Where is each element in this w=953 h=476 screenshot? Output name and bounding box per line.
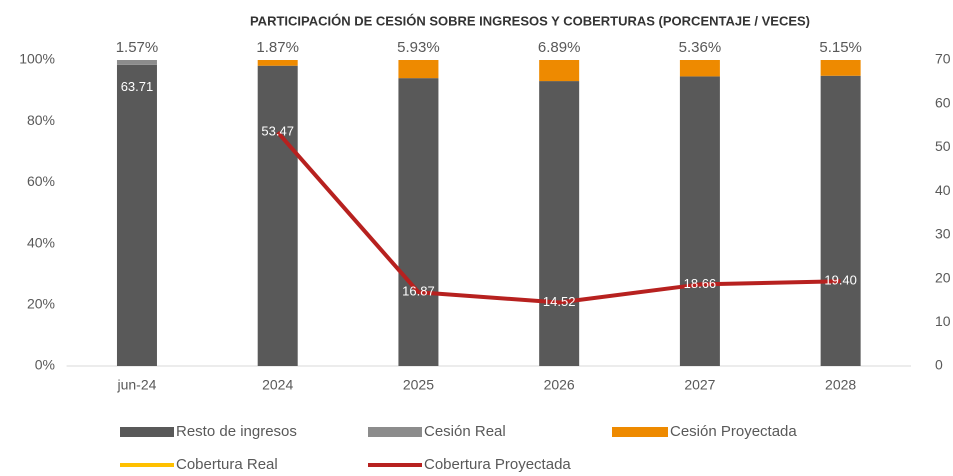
y2-tick-label: 20 — [935, 269, 951, 285]
y2-tick-label: 70 — [935, 51, 951, 67]
bar — [679, 76, 720, 366]
legend-label: Cesión Real — [424, 423, 506, 440]
y-tick-label: 80% — [27, 112, 55, 128]
bar — [257, 60, 298, 66]
y2-tick-label: 0 — [935, 357, 943, 373]
x-tick-label: 2024 — [262, 377, 293, 393]
y-tick-label: 60% — [27, 173, 55, 189]
legend-label: Cobertura Real — [176, 456, 278, 473]
y2-tick-label: 30 — [935, 226, 951, 242]
legend-label: Resto de ingresos — [176, 423, 297, 440]
y-tick-label: 100% — [19, 51, 55, 67]
y-tick-label: 20% — [27, 296, 55, 312]
bar — [539, 60, 580, 82]
legend-label: Cobertura Proyectada — [424, 456, 571, 473]
bar — [257, 65, 298, 366]
legend-swatch — [612, 427, 668, 437]
y-tick-label: 40% — [27, 234, 55, 250]
bar — [116, 64, 157, 366]
y2-tick-label: 60 — [935, 94, 951, 110]
y2-tick-label: 50 — [935, 138, 951, 154]
bar — [539, 81, 580, 366]
y2-tick-label: 10 — [935, 313, 951, 329]
data-label: 5.36% — [679, 39, 722, 56]
data-label: 63.71 — [121, 79, 154, 94]
data-label: 5.93% — [397, 39, 440, 56]
bar — [116, 60, 157, 65]
x-tick-label: 2026 — [544, 377, 575, 393]
line — [276, 130, 841, 305]
data-label: 16.87 — [402, 284, 435, 299]
y-tick-label: 0% — [35, 357, 55, 373]
bar — [398, 60, 439, 79]
bar — [820, 60, 861, 76]
bar — [679, 60, 720, 77]
x-tick-label: 2025 — [403, 377, 434, 393]
chart-title: PARTICIPACIÓN DE CESIÓN SOBRE INGRESOS Y… — [250, 13, 810, 28]
legend-swatch — [120, 427, 174, 437]
data-label: 53.47 — [261, 124, 294, 139]
data-label: 1.87% — [256, 39, 299, 56]
x-tick-label: jun-24 — [117, 377, 157, 393]
data-label: 1.57% — [116, 39, 159, 56]
x-tick-label: 2027 — [684, 377, 715, 393]
x-tick-label: 2028 — [825, 377, 856, 393]
y2-tick-label: 40 — [935, 182, 951, 198]
bar — [398, 78, 439, 366]
legend-swatch — [368, 427, 422, 437]
bar — [820, 75, 861, 366]
data-label: 6.89% — [538, 39, 581, 56]
data-label: 5.15% — [819, 39, 862, 56]
legend-label: Cesión Proyectada — [670, 423, 797, 440]
data-label: 14.52 — [543, 294, 576, 309]
data-label: 18.66 — [684, 276, 717, 291]
data-label: 19.40 — [824, 273, 857, 288]
